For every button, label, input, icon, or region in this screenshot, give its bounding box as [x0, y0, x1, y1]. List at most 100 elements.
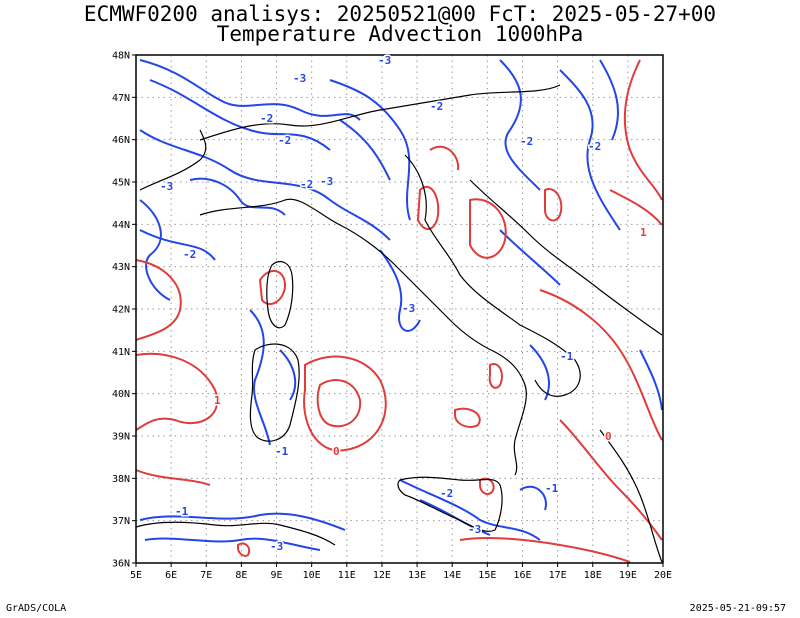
lon-tick-label: 8E: [235, 570, 247, 581]
neg-contour: [144, 537, 321, 551]
pos-contour: [469, 198, 507, 259]
lat-tick-label: 42N: [112, 305, 130, 316]
contour-value-label: -3: [293, 72, 306, 85]
lat-tick-label: 40N: [112, 389, 130, 400]
lon-tick-label: 10E: [303, 570, 321, 581]
lon-tick-label: 20E: [654, 570, 672, 581]
chart-title: ECMWF0200 analisys: 20250521@00 FcT: 202…: [83, 2, 717, 26]
pos-contour: [609, 189, 663, 226]
lon-tick-label: 13E: [408, 570, 426, 581]
contour-value-label: 1: [640, 226, 647, 239]
gridlines: [136, 55, 663, 563]
neg-contour: [189, 177, 286, 216]
neg-contour: [639, 349, 663, 411]
contour-value-label: -2: [440, 487, 453, 500]
chart-subtitle: Temperature Advection 1000hPa: [216, 22, 584, 46]
neg-contour: [559, 69, 621, 231]
neg-contour: [499, 229, 561, 286]
contour-value-label: -1: [545, 482, 559, 495]
pos-contour: [429, 145, 460, 171]
lon-tick-label: 17E: [549, 570, 567, 581]
neg-contour: [149, 79, 331, 151]
lon-tick-label: 5E: [130, 570, 142, 581]
lat-tick-label: 39N: [112, 432, 130, 443]
neg-contour: [519, 485, 547, 511]
pos-contour: [416, 185, 440, 230]
lon-tick-label: 12E: [373, 570, 391, 581]
alps-border: [199, 84, 561, 141]
neg-contour: [329, 79, 411, 221]
pos-contour: [303, 355, 387, 452]
lat-tick-label: 38N: [112, 474, 130, 485]
neg-contour: [339, 119, 391, 181]
contour-value-label: -3: [402, 302, 415, 315]
lat-tick-label: 36N: [112, 559, 130, 570]
contour-value-label: -2: [300, 178, 313, 191]
contour-value-label: -1: [175, 505, 189, 518]
lon-tick-label: 16E: [513, 570, 531, 581]
lon-tick-label: 6E: [165, 570, 177, 581]
contour-value-label: -2: [183, 248, 196, 261]
balkan-coast: [469, 179, 663, 336]
neg-contour: [139, 199, 171, 301]
pos-contour: [454, 407, 481, 428]
sicily: [397, 476, 503, 532]
corsica: [266, 261, 294, 329]
lat-tick-label: 43N: [112, 262, 130, 273]
contour-value-label: -3: [320, 175, 333, 188]
pos-contour: [135, 469, 211, 486]
neg-contour: [529, 344, 550, 401]
africa-coast: [135, 521, 336, 546]
lat-tick-label: 37N: [112, 516, 130, 527]
contour-value-label: -3: [160, 180, 173, 193]
lat-tick-label: 46N: [112, 135, 130, 146]
pos-contour: [237, 542, 251, 557]
pos-contour: [135, 259, 182, 341]
contour-value-label: 0: [333, 445, 340, 458]
lon-tick-label: 19E: [619, 570, 637, 581]
contour-value-label: -3: [270, 540, 283, 553]
pos-contour: [316, 379, 362, 428]
contour-value-label: 0: [605, 430, 612, 443]
lat-tick-label: 47N: [112, 93, 130, 104]
greece-coast: [599, 429, 663, 563]
pos-contour: [479, 477, 495, 495]
coastlines: [135, 84, 663, 563]
italy-coast: [199, 198, 527, 476]
contour-value-label: -2: [588, 140, 601, 153]
neg-contour: [379, 249, 421, 332]
lat-tick-label: 44N: [112, 220, 130, 231]
lon-tick-label: 9E: [271, 570, 283, 581]
pos-contour: [559, 419, 663, 541]
neg-contour: [399, 479, 541, 541]
contour-value-label: -3: [378, 54, 391, 67]
footer-credit: GrADS/COLA: [6, 603, 67, 614]
pos-contour: [539, 289, 663, 441]
lat-tick-label: 45N: [112, 178, 130, 189]
pos-contour: [459, 536, 631, 563]
contour-value-label: -2: [430, 100, 443, 113]
contour-value-label: -1: [560, 350, 574, 363]
lat-tick-label: 48N: [112, 51, 130, 62]
contour-value-label: -2: [278, 134, 291, 147]
footer-timestamp: 2025-05-21-09:57: [689, 603, 786, 614]
contour-labels: -3 -3 -2 -2 -2 -3 -3 -2 -2 -2 -2 -3 -1 1 0 0 -2 -3 -1 -3 -1 -…: [159, 53, 649, 555]
neg-contour: [139, 129, 391, 241]
neg-contour: [599, 59, 619, 141]
lon-tick-label: 11E: [338, 570, 356, 581]
north-border: [139, 129, 207, 191]
longitude-ticks: 5E 6E 7E 8E 9E 10E 11E 12E 13E 14E 15E 16E 17E 18E 19E…: [130, 563, 672, 581]
neg-contour: [139, 229, 216, 261]
neg-contour: [499, 59, 541, 191]
lon-tick-label: 7E: [200, 570, 212, 581]
lat-tick-label: 41N: [112, 347, 130, 358]
neg-contour: [279, 349, 297, 401]
neg-contour: [249, 309, 271, 446]
pos-contour: [623, 59, 663, 201]
pos-contour: [544, 188, 563, 222]
neg-contour: [139, 512, 346, 531]
pos-contour: [258, 270, 287, 305]
negative-contours: [139, 59, 663, 551]
contour-value-label: -2: [260, 112, 273, 125]
